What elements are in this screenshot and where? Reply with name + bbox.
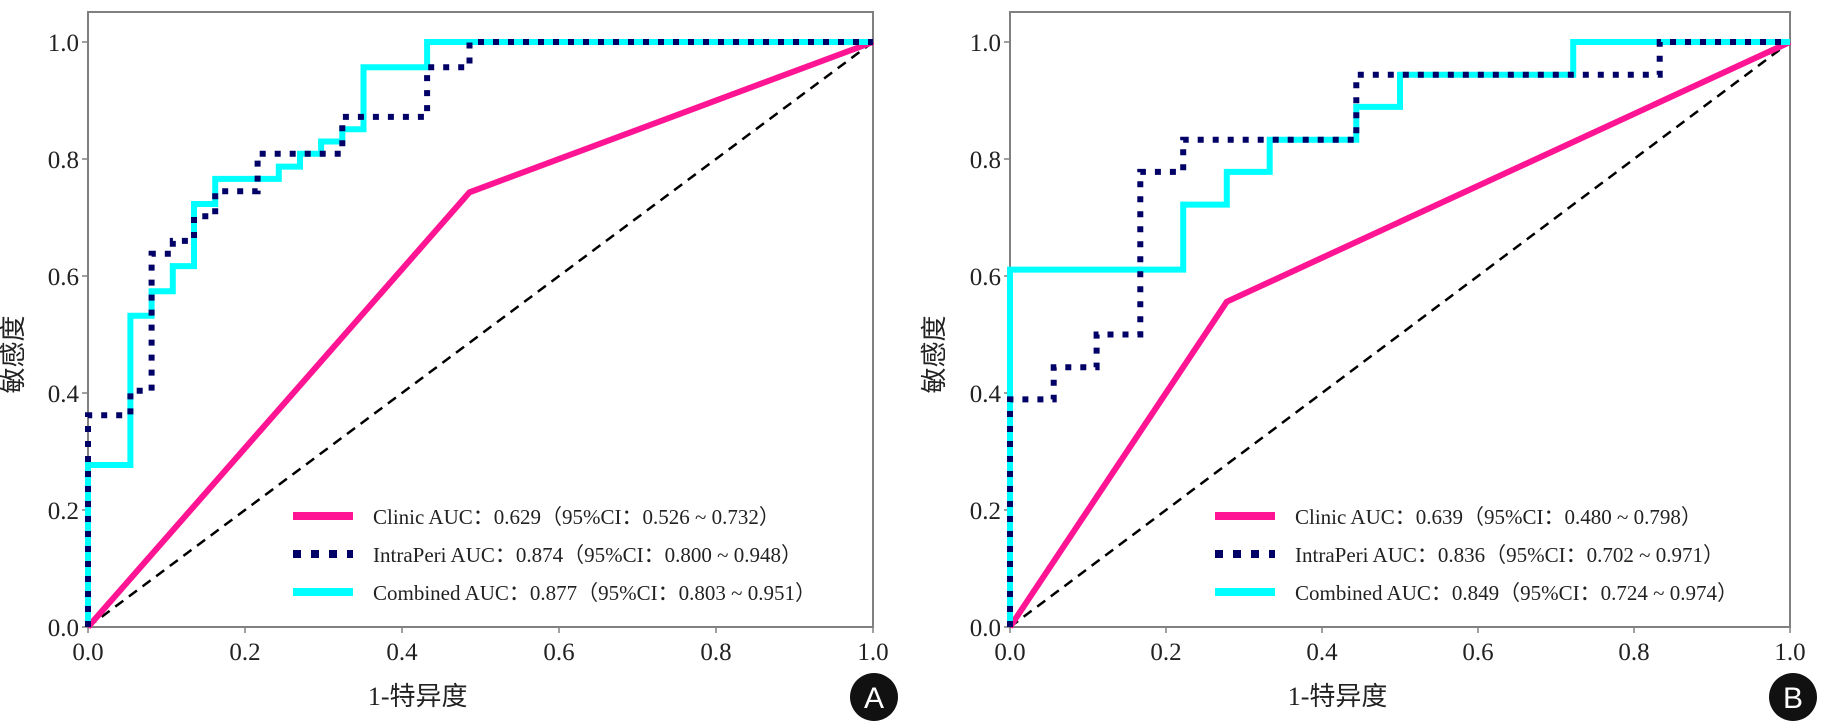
y-tick-label: 0.8 [970,147,1001,174]
x-tick-label: 0.4 [1306,639,1338,666]
x-tick-label: 0.8 [700,639,731,666]
panel-badge-letter: B [1783,682,1803,715]
panel-badge-circle [1769,673,1817,721]
panel-badge: B [1769,673,1817,721]
x-axis-title: 1-特异度 [368,682,468,711]
chance-diagonal-line [1009,41,1791,628]
plot-frame [87,11,874,628]
roc-curve-clinic [1007,39,1792,629]
y-tick-label: 0.8 [48,147,79,174]
x-tick-label: 0.6 [1462,639,1493,666]
legend: Clinic AUC：0.639（95%CI：0.480 ~ 0.798） Int… [1215,505,1738,605]
x-tick-label: 0.0 [994,639,1025,666]
x-tick-label: 1.0 [857,639,888,666]
x-tick-label: 1.0 [1774,639,1805,666]
y-tick-label: 0.4 [970,381,1002,408]
legend-label-clinic: Clinic AUC：0.629（95%CI：0.526 ~ 0.732） [373,505,780,529]
y-tick-label: 1.0 [970,30,1001,57]
roc-panel-a: 0.0 0.2 0.4 0.6 0.8 1.0 0.0 0.2 0.4 0.6 0.8 1.0 1-特异… [0,11,898,721]
y-tick-label: 0.2 [970,498,1001,525]
x-tick-label: 0.6 [543,639,574,666]
y-axis-title: 敏感度 [920,315,949,393]
x-tick-label: 0.0 [72,639,103,666]
x-axis-title: 1-特异度 [1288,682,1388,711]
panel-badge: A [850,673,898,721]
x-tick-label: 0.2 [1150,639,1181,666]
legend: Clinic AUC：0.629（95%CI：0.526 ~ 0.732） Int… [293,505,816,605]
roc-curve-intraperi [1007,39,1790,627]
roc-curve-clinic [85,39,875,629]
roc-curve-combined [85,39,873,627]
y-tick-label: 0.6 [970,264,1001,291]
legend-label-combined: Combined AUC：0.849（95%CI：0.724 ~ 0.974） [1295,581,1738,605]
x-tick-label: 0.2 [229,639,260,666]
panel-badge-letter: A [864,682,884,715]
chance-diagonal-line [87,40,874,629]
roc-curve-intraperi [85,39,873,627]
legend-label-intraperi: IntraPeri AUC：0.874（95%CI：0.800 ~ 0.948） [373,543,802,567]
y-tick-label: 0.2 [48,498,79,525]
legend-label-clinic: Clinic AUC：0.639（95%CI：0.480 ~ 0.798） [1295,505,1702,529]
y-tick-label: 0.6 [48,264,79,291]
y-tick-label: 1.0 [48,30,79,57]
panel-badge-circle [850,673,898,721]
y-tick-label: 0.4 [48,381,80,408]
legend-label-combined: Combined AUC：0.877（95%CI：0.803 ~ 0.951） [373,581,816,605]
y-axis-title: 敏感度 [0,315,28,393]
y-tick-label: 0.0 [48,615,79,642]
roc-panel-b: 0.0 0.2 0.4 0.6 0.8 1.0 0.0 0.2 0.4 0.6 0.8 1.0 1-特异… [920,11,1817,721]
legend-label-intraperi: IntraPeri AUC：0.836（95%CI：0.702 ~ 0.971） [1295,543,1724,567]
y-tick-label: 0.0 [970,615,1001,642]
x-tick-label: 0.4 [386,639,418,666]
x-tick-label: 0.8 [1618,639,1649,666]
roc-curve-combined [1007,39,1790,627]
